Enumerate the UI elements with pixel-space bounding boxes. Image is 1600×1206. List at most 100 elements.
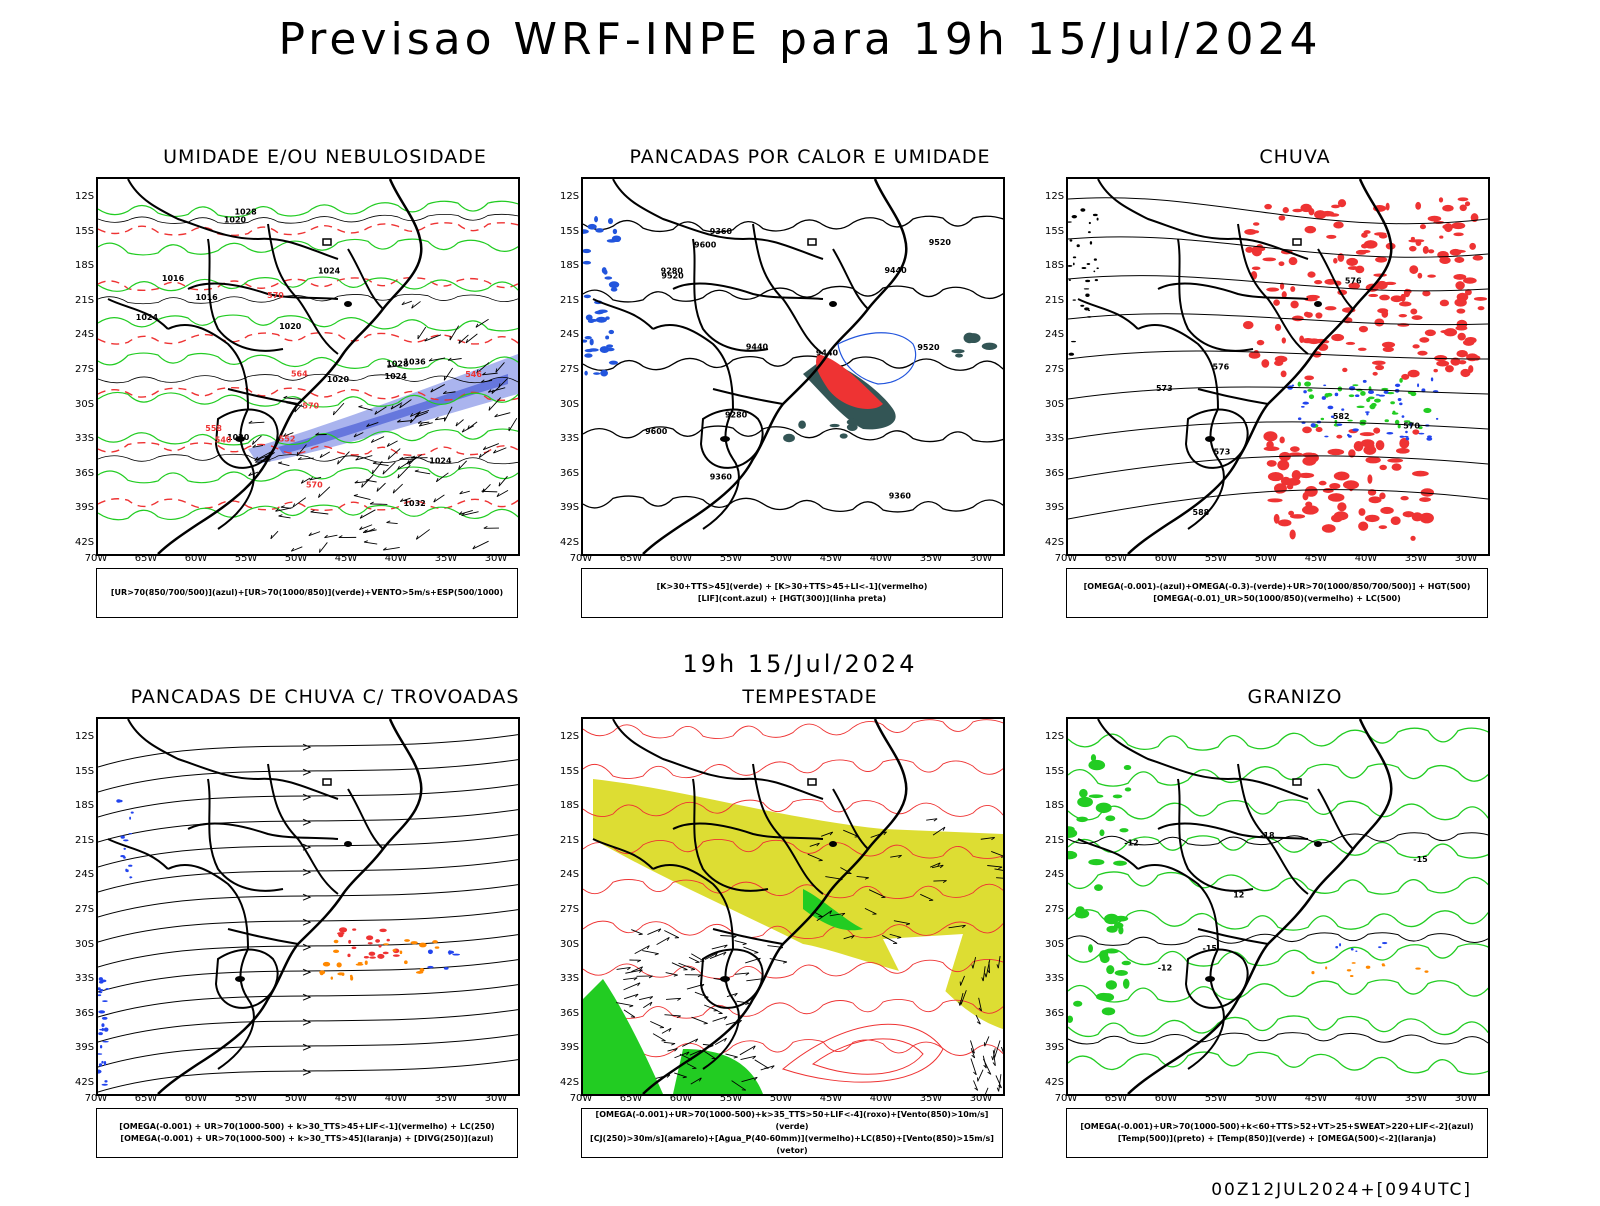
lat-label: 30S (1045, 399, 1063, 410)
contour-label: -12 (1124, 838, 1138, 847)
contour-label: 1016 (162, 274, 185, 283)
contour-label: 9360 (710, 473, 733, 482)
contour-label: 573 (1156, 384, 1173, 393)
contour-label: 9600 (645, 427, 668, 436)
lat-label: 24S (75, 869, 93, 880)
lat-label: 12S (560, 731, 578, 742)
contour-label: 540 (215, 435, 232, 444)
lat-label: 33S (1045, 973, 1063, 984)
lat-label: 27S (75, 904, 93, 915)
lat-label: 15S (1045, 226, 1063, 237)
lat-label: 15S (560, 226, 578, 237)
contour-label: 1020 (327, 375, 350, 384)
lat-label: 12S (560, 191, 578, 202)
contour-label: 582 (1333, 412, 1350, 421)
lat-label: 27S (75, 364, 93, 375)
lat-label: 21S (75, 835, 93, 846)
lat-label: 36S (1045, 1008, 1063, 1019)
lat-label: 33S (75, 433, 93, 444)
lat-label: 12S (75, 731, 93, 742)
contour-label: 1024 (429, 457, 452, 466)
legend-line: [K>30+TTS>45](verde) + [K>30+TTS>45+LI<-… (582, 581, 1002, 593)
panel-title: UMIDADE E/OU NEBULOSIDADE (75, 146, 575, 168)
panel-legend: [UR>70(850/700/500)](azul)+[UR>70(1000/8… (96, 568, 518, 618)
lat-label: 18S (560, 800, 578, 811)
contour-label: 588 (1193, 508, 1210, 517)
lat-label: 15S (75, 226, 93, 237)
lat-label: 42S (1045, 1077, 1063, 1088)
contour-label: 570 (1403, 421, 1420, 430)
page-title: Previsao WRF-INPE para 19h 15/Jul/2024 (0, 14, 1600, 65)
map-tempestade (581, 717, 1005, 1096)
panel-legend: [OMEGA(-0.001) + UR>70(1000-500) + k>30_… (96, 1108, 518, 1158)
panel-legend: [OMEGA(-0.001)+UR>70(1000-500)+k>35_TTS>… (581, 1108, 1003, 1158)
lat-label: 18S (75, 800, 93, 811)
lat-label: 36S (75, 1008, 93, 1019)
map-granizo: 12-12-12-15-15-18 (1066, 717, 1490, 1096)
lat-label: 21S (1045, 295, 1063, 306)
lat-label: 30S (560, 939, 578, 950)
lat-label: 36S (560, 468, 578, 479)
contour-label: 1032 (403, 499, 425, 508)
lat-label: 27S (1045, 904, 1063, 915)
lat-label: 39S (560, 502, 578, 513)
lat-label: 33S (1045, 433, 1063, 444)
contour-label: 1020 (224, 216, 247, 225)
lat-label: 15S (560, 766, 578, 777)
contour-label: 9360 (889, 492, 912, 501)
contour-label: 12 (1233, 891, 1244, 900)
lat-label: 27S (560, 364, 578, 375)
map-pancadas-trovoadas (96, 717, 520, 1096)
contour-label: 1028 (234, 208, 257, 217)
lat-label: 42S (1045, 537, 1063, 548)
lat-label: 18S (560, 260, 578, 271)
contour-label: 570 (306, 481, 323, 490)
lat-label: 39S (1045, 502, 1063, 513)
lat-label: 27S (560, 904, 578, 915)
panel-title: PANCADAS POR CALOR E UMIDADE (560, 146, 1060, 168)
legend-line: [OMEGA(-0.001)+UR>70(1000-500)+k>35_TTS>… (582, 1109, 1002, 1133)
lat-label: 33S (560, 973, 578, 984)
panel-title: CHUVA (1045, 146, 1545, 168)
lat-label: 21S (75, 295, 93, 306)
lat-label: 39S (560, 1042, 578, 1053)
lat-label: 42S (75, 1077, 93, 1088)
lat-label: 30S (75, 939, 93, 950)
contour-label: -18 (1260, 831, 1275, 840)
lat-label: 15S (75, 766, 93, 777)
contour-label: 552 (279, 435, 296, 444)
contour-label: 573 (1214, 447, 1231, 456)
panel-umidade: UMIDADE E/OU NEBULOSIDADE 12S 15S 18S 21S 24S… (75, 146, 575, 666)
lat-label: 12S (1045, 191, 1063, 202)
lat-label: 24S (560, 869, 578, 880)
panel-title: GRANIZO (1045, 686, 1545, 708)
legend-line: [OMEGA(-0.001)-(azul)+OMEGA(-0.3)-(verde… (1067, 581, 1487, 593)
contour-label: -15 (1203, 944, 1218, 953)
legend-line: [OMEGA(-0.001) + UR>70(1000-500) + k>30_… (97, 1121, 517, 1133)
contour-label: 558 (205, 424, 222, 433)
panel-legend: [K>30+TTS>45](verde) + [K>30+TTS>45+LI<-… (581, 568, 1003, 618)
legend-line: [OMEGA(-0.001) + UR>70(1000-500) + k>30_… (97, 1133, 517, 1145)
contour-label: -12 (1158, 963, 1172, 972)
lat-label: 30S (75, 399, 93, 410)
lat-label: 24S (560, 329, 578, 340)
lat-label: 12S (75, 191, 93, 202)
lat-label: 39S (75, 502, 93, 513)
contour-label: 9280 (725, 411, 748, 420)
lat-label: 15S (1045, 766, 1063, 777)
contour-label: 546 (465, 370, 482, 379)
contour-label: 9360 (710, 227, 733, 236)
lat-label: 33S (560, 433, 578, 444)
lat-label: 24S (75, 329, 93, 340)
legend-line: [CJ(250)>30m/s](amarelo)+[Agua_P(40-60mm… (582, 1133, 1002, 1157)
contour-label: 9440 (746, 342, 769, 351)
contour-label: 9520 (929, 238, 952, 247)
legend-line: [Temp(500)](preto) + [Temp(850)](verde) … (1067, 1133, 1487, 1145)
lat-label: 39S (75, 1042, 93, 1053)
panel-title: TEMPESTADE (560, 686, 1060, 708)
